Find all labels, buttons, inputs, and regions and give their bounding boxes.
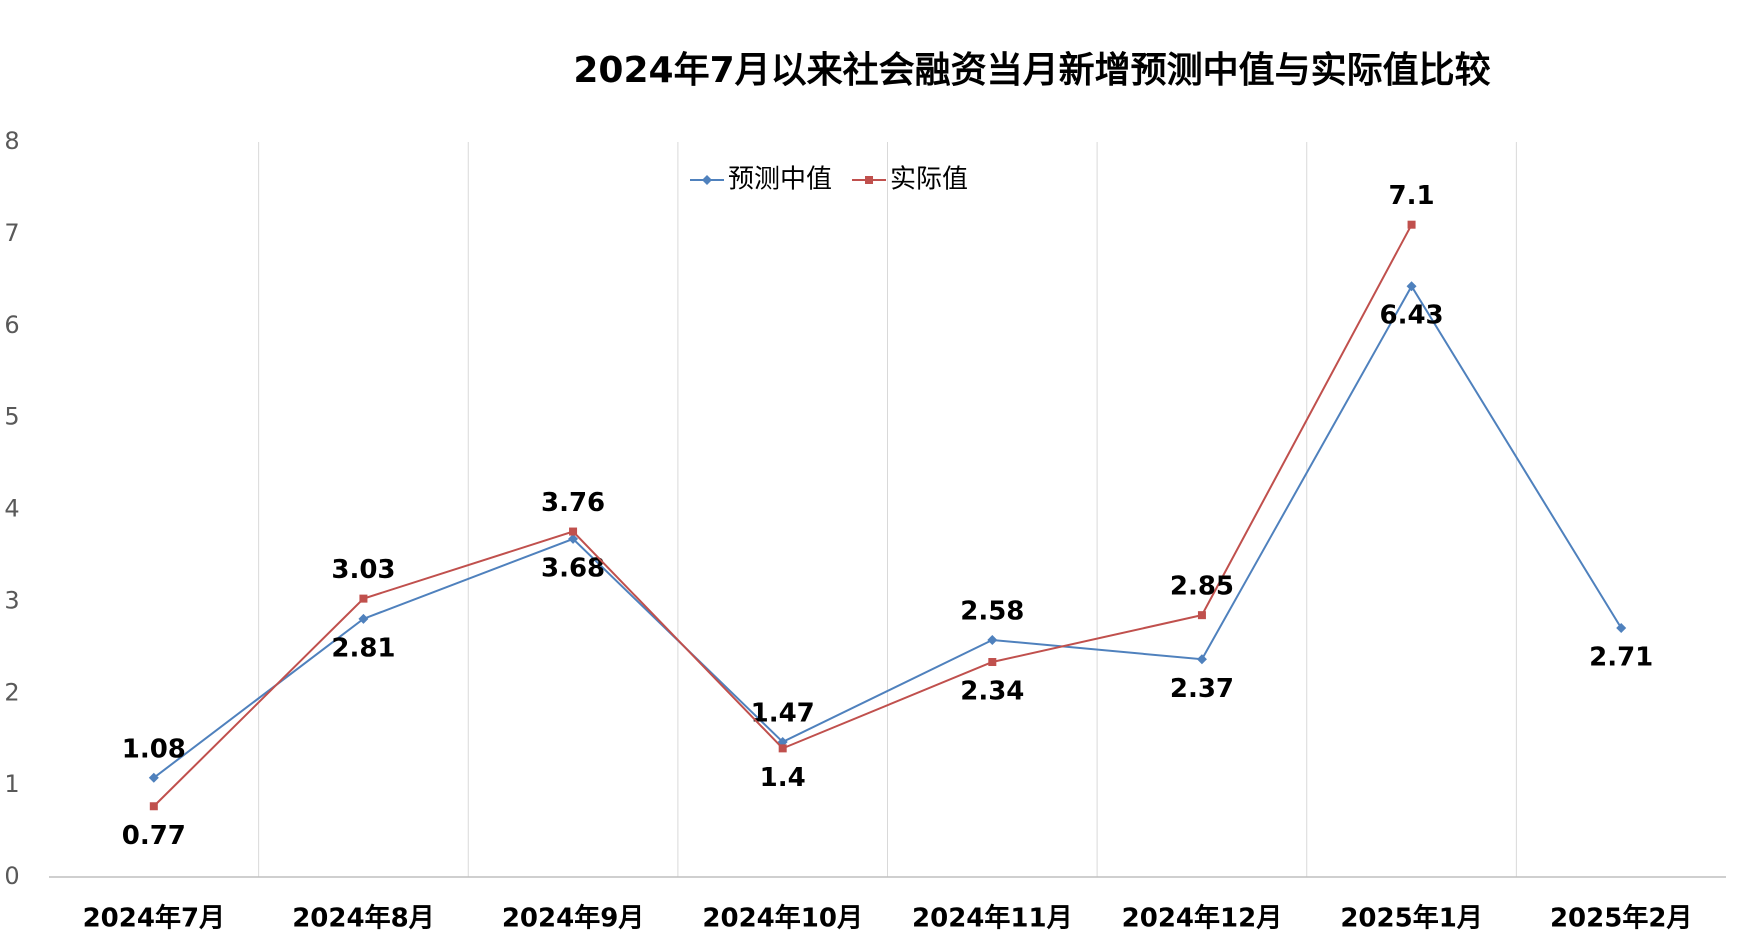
y-tick-label: 4 [4, 495, 19, 523]
x-tick-label: 2024年9月 [502, 903, 644, 934]
series-line [153, 284, 1623, 779]
point [1197, 611, 1206, 620]
legend-label: 预测中值 [728, 165, 832, 195]
value-label: 2.81 [331, 633, 395, 663]
x-tick-label: 2024年12月 [1122, 903, 1283, 934]
chart-title: 2024年7月以来社会融资当月新增预测中值与实际值比较 [573, 50, 1490, 91]
y-tick-label: 7 [4, 219, 19, 247]
x-tick-label: 2024年7月 [83, 903, 225, 934]
value-label: 2.85 [1170, 572, 1234, 602]
legend-label: 实际值 [890, 165, 968, 195]
value-label: 1.08 [122, 734, 186, 764]
value-label: 3.03 [331, 555, 395, 585]
value-label: 1.4 [760, 763, 806, 793]
value-label: 2.58 [960, 596, 1024, 626]
point [1196, 654, 1207, 665]
point [359, 594, 368, 603]
y-tick-label: 2 [4, 678, 19, 706]
x-tick-label: 2025年1月 [1340, 903, 1482, 934]
x-tick-label: 2024年11月 [912, 903, 1073, 934]
point [149, 802, 158, 811]
value-label: 1.47 [751, 698, 815, 728]
value-label: 0.77 [122, 821, 186, 851]
point [569, 527, 578, 536]
x-tick-label: 2024年10月 [702, 903, 863, 934]
point [778, 744, 787, 753]
y-tick-label: 1 [4, 770, 19, 798]
point [987, 634, 998, 645]
x-tick-label: 2025年2月 [1550, 903, 1692, 934]
value-label: 2.34 [960, 677, 1024, 707]
y-tick-label: 3 [4, 586, 19, 614]
legend-marker [865, 176, 874, 184]
point [358, 613, 369, 624]
point [1407, 220, 1416, 229]
y-tick-label: 0 [4, 862, 19, 890]
x-tick-label: 2024年8月 [292, 903, 434, 934]
point [988, 658, 997, 667]
point [1616, 623, 1627, 634]
value-label: 3.76 [541, 488, 605, 518]
value-label: 6.43 [1379, 301, 1443, 331]
y-tick-label: 8 [4, 127, 19, 155]
point [1406, 281, 1417, 292]
point [148, 772, 159, 783]
y-tick-label: 5 [4, 403, 19, 431]
y-tick-label: 6 [4, 311, 19, 339]
value-label: 3.68 [541, 553, 605, 583]
value-label: 2.71 [1589, 643, 1653, 673]
value-label: 2.37 [1170, 674, 1234, 704]
legend-marker [702, 175, 712, 185]
point [568, 533, 579, 544]
value-label: 7.1 [1389, 181, 1435, 211]
